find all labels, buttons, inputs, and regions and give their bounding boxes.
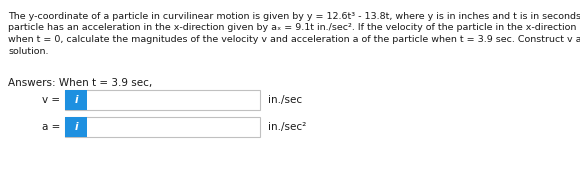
Text: in./sec²: in./sec² xyxy=(268,122,306,132)
FancyBboxPatch shape xyxy=(65,117,87,137)
Text: i: i xyxy=(74,122,78,132)
Text: The y-coordinate of a particle in curvilinear motion is given by y = 12.6t³ - 13: The y-coordinate of a particle in curvil… xyxy=(8,12,580,21)
Text: solution.: solution. xyxy=(8,47,49,55)
Text: v =: v = xyxy=(42,95,60,105)
FancyBboxPatch shape xyxy=(65,117,260,137)
Text: i: i xyxy=(74,95,78,105)
Text: Answers: When t = 3.9 sec,: Answers: When t = 3.9 sec, xyxy=(8,78,152,88)
FancyBboxPatch shape xyxy=(65,90,260,110)
Text: particle has an acceleration in the x-direction given by aₓ = 9.1t in./sec². If : particle has an acceleration in the x-di… xyxy=(8,23,580,33)
Text: in./sec: in./sec xyxy=(268,95,302,105)
FancyBboxPatch shape xyxy=(65,90,87,110)
Text: when t = 0, calculate the magnitudes of the velocity v and acceleration a of the: when t = 0, calculate the magnitudes of … xyxy=(8,35,580,44)
Text: a =: a = xyxy=(42,122,60,132)
